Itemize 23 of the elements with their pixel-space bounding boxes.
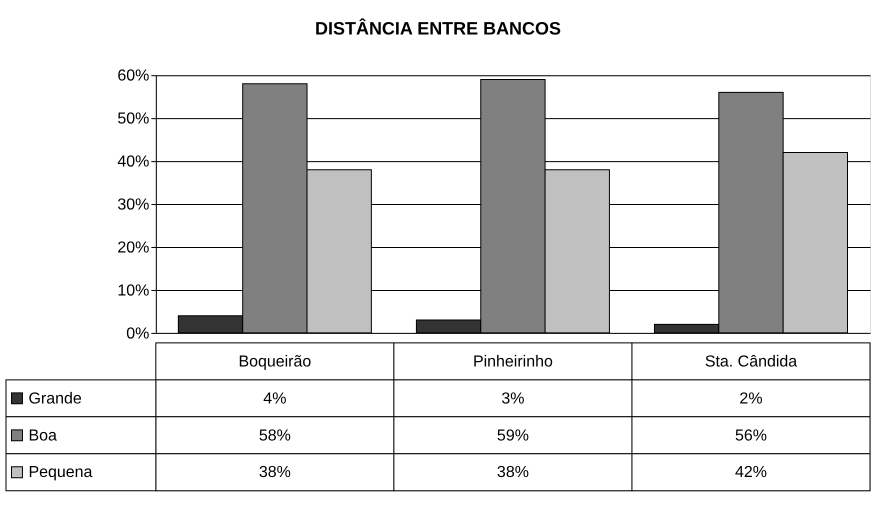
legend-label: Boa xyxy=(28,427,57,444)
data-label: 59% xyxy=(496,427,529,444)
legend-label: Grande xyxy=(28,390,82,408)
data-label: 56% xyxy=(734,427,767,444)
x-tick-label: Pinheirinho xyxy=(472,353,553,370)
data-label: 2% xyxy=(739,390,763,408)
y-tick-label: 60% xyxy=(117,68,150,85)
data-label: 58% xyxy=(258,427,291,444)
data-label: 42% xyxy=(734,464,767,482)
y-tick-label: 10% xyxy=(117,282,150,300)
x-tick-label: Boqueirão xyxy=(238,353,312,370)
data-label: 4% xyxy=(263,390,286,408)
data-label: 38% xyxy=(258,464,291,482)
y-tick-label: 0% xyxy=(126,325,150,342)
y-tick-label: 30% xyxy=(117,196,150,214)
x-tick-label: Sta. Cândida xyxy=(704,353,798,370)
y-tick-label: 50% xyxy=(117,110,150,128)
data-label: 3% xyxy=(501,390,524,408)
chart-title: DISTÂNCIA ENTRE BANCOS xyxy=(315,18,561,39)
legend-label: Pequena xyxy=(28,464,93,482)
data-label: 38% xyxy=(496,464,529,482)
y-tick-label: 40% xyxy=(117,154,150,171)
y-tick-label: 20% xyxy=(117,239,150,256)
